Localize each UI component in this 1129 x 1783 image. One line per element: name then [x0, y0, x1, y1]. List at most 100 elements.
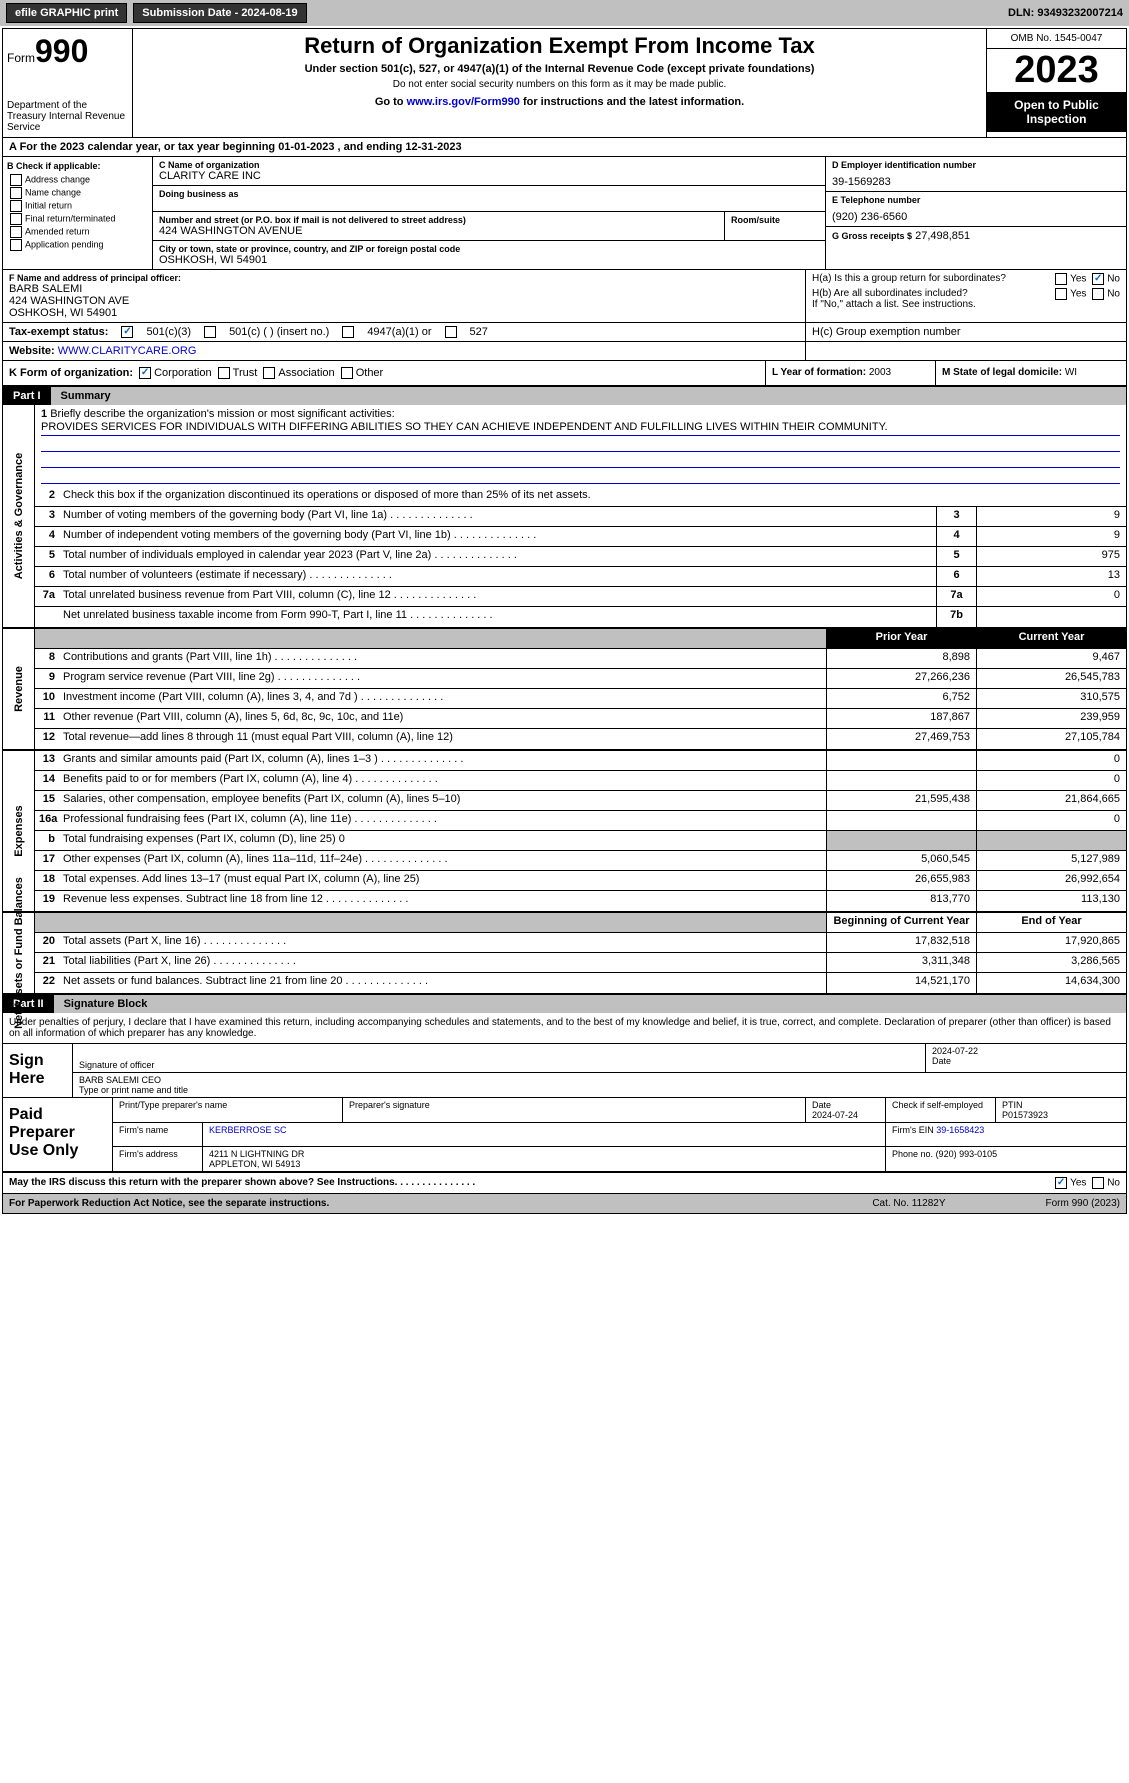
form-ref: Form 990 (2023) [1046, 1198, 1120, 1209]
suite-label: Room/suite [731, 215, 819, 225]
mission-text: PROVIDES SERVICES FOR INDIVIDUALS WITH D… [41, 420, 1120, 436]
501c3-checkbox[interactable] [121, 326, 133, 338]
assoc-checkbox[interactable] [263, 367, 275, 379]
section-j: Website: WWW.CLARITYCARE.ORG [3, 342, 1126, 361]
box-f: F Name and address of principal officer:… [3, 270, 806, 322]
employees: 975 [976, 547, 1126, 566]
officer-name-title: BARB SALEMI CEO [79, 1075, 1120, 1085]
form-word: Form [7, 51, 35, 65]
firm-ein-link[interactable]: 39-1658423 [936, 1125, 984, 1135]
app-pending-checkbox[interactable] [10, 239, 22, 251]
phone: (920) 236-6560 [832, 211, 1120, 223]
section-i: Tax-exempt status: 501(c)(3) 501(c) ( ) … [3, 323, 1126, 342]
box-c: C Name of organization CLARITY CARE INC … [153, 157, 826, 269]
officer-addr2: OSHKOSH, WI 54901 [9, 307, 799, 319]
ptin: P01573923 [1002, 1110, 1048, 1120]
box-h: H(a) Is this a group return for subordin… [806, 270, 1126, 322]
527-checkbox[interactable] [445, 326, 457, 338]
form-990: Form990 Department of the Treasury Inter… [2, 28, 1127, 1214]
form-title: Return of Organization Exempt From Incom… [137, 33, 982, 59]
tax-year-row: A For the 2023 calendar year, or tax yea… [3, 138, 1126, 157]
sign-here-block: Sign Here Signature of officer 2024-07-2… [3, 1043, 1126, 1098]
governance-section: Activities & Governance 1 Briefly descri… [3, 405, 1126, 629]
hb-no-checkbox[interactable] [1092, 288, 1104, 300]
efile-label: efile GRAPHIC print [6, 3, 127, 23]
gov-side-label: Activities & Governance [13, 453, 25, 580]
firm-phone: (920) 993-0105 [936, 1149, 998, 1159]
discuss-row: May the IRS discuss this return with the… [3, 1173, 1126, 1193]
other-checkbox[interactable] [341, 367, 353, 379]
tax-year: 2023 [987, 49, 1126, 92]
gross-label: G Gross receipts $ [832, 231, 912, 241]
rev-side-label: Revenue [13, 666, 25, 712]
submission-date: Submission Date - 2024-08-19 [133, 3, 306, 23]
box-b: B Check if applicable: Address change Na… [3, 157, 153, 269]
section-k-l-m: K Form of organization: Corporation Trus… [3, 361, 1126, 387]
dept-treasury: Department of the Treasury Internal Reve… [7, 100, 128, 133]
year-formation: 2003 [869, 367, 891, 378]
net-side-label: Net Assets or Fund Balances [13, 877, 25, 1029]
discuss-yes-checkbox[interactable] [1055, 1177, 1067, 1189]
addr: 424 WASHINGTON AVENUE [159, 225, 718, 237]
501c-checkbox[interactable] [204, 326, 216, 338]
box-hc: H(c) Group exemption number [806, 323, 1126, 341]
org-name: CLARITY CARE INC [159, 170, 819, 182]
part-ii-header: Part II Signature Block [3, 995, 1126, 1013]
4947-checkbox[interactable] [342, 326, 354, 338]
officer-name: BARB SALEMI [9, 283, 799, 295]
dln: DLN: 93493232007214 [1008, 7, 1123, 19]
state-domicile: WI [1065, 367, 1077, 378]
net-assets-section: Net Assets or Fund Balances Beginning of… [3, 913, 1126, 995]
omb-number: OMB No. 1545-0047 [987, 29, 1126, 49]
firm-city: APPLETON, WI 54913 [209, 1159, 879, 1169]
amended-return-checkbox[interactable] [10, 226, 22, 238]
signature-declaration: Under penalties of perjury, I declare th… [3, 1013, 1126, 1043]
form-number: 990 [35, 33, 88, 69]
revenue-section: Revenue Prior YearCurrent Year 8Contribu… [3, 629, 1126, 751]
ha-yes-checkbox[interactable] [1055, 273, 1067, 285]
form-subtitle: Under section 501(c), 527, or 4947(a)(1)… [137, 63, 982, 75]
final-return-checkbox[interactable] [10, 213, 22, 225]
sign-date: 2024-07-22 [932, 1046, 1120, 1056]
initial-return-checkbox[interactable] [10, 200, 22, 212]
paid-preparer-block: Paid Preparer Use Only Print/Type prepar… [3, 1098, 1126, 1173]
city-label: City or town, state or province, country… [159, 244, 819, 254]
form-header: Form990 Department of the Treasury Inter… [3, 29, 1126, 138]
topbar: efile GRAPHIC print Submission Date - 20… [0, 0, 1129, 26]
name-change-checkbox[interactable] [10, 187, 22, 199]
net-unrelated [976, 607, 1126, 627]
unrelated-rev: 0 [976, 587, 1126, 606]
phone-label: E Telephone number [832, 195, 1120, 205]
firm-name-link[interactable]: KERBERROSE SC [209, 1125, 287, 1135]
org-name-label: C Name of organization [159, 160, 819, 170]
website-link[interactable]: WWW.CLARITYCARE.ORG [58, 345, 197, 357]
exp-side-label: Expenses [13, 805, 25, 856]
box-d-e-g: D Employer identification number 39-1569… [826, 157, 1126, 269]
ein: 39-1569283 [832, 176, 1120, 188]
volunteers: 13 [976, 567, 1126, 586]
firm-addr: 4211 N LIGHTNING DR [209, 1149, 879, 1159]
website-label: Website: [9, 345, 55, 357]
gross-receipts: 27,498,851 [915, 230, 970, 242]
voting-members: 9 [976, 507, 1126, 526]
tax-exempt-label: Tax-exempt status: [9, 326, 108, 338]
box-b-header: B Check if applicable: [7, 161, 148, 171]
indep-members: 9 [976, 527, 1126, 546]
hb-yes-checkbox[interactable] [1055, 288, 1067, 300]
corp-checkbox[interactable] [139, 367, 151, 379]
cat-no: Cat. No. 11282Y [872, 1198, 945, 1209]
ha-no-checkbox[interactable] [1092, 273, 1104, 285]
trust-checkbox[interactable] [218, 367, 230, 379]
instructions-link-row: Go to www.irs.gov/Form990 for instructio… [137, 96, 982, 108]
dba-label: Doing business as [159, 189, 819, 199]
city: OSHKOSH, WI 54901 [159, 254, 819, 266]
ein-label: D Employer identification number [832, 160, 1120, 170]
irs-link[interactable]: www.irs.gov/Form990 [407, 96, 520, 108]
section-b-through-g: B Check if applicable: Address change Na… [3, 157, 1126, 270]
addr-change-checkbox[interactable] [10, 174, 22, 186]
ssn-notice: Do not enter social security numbers on … [137, 79, 982, 90]
prep-date: 2024-07-24 [812, 1110, 858, 1120]
section-f-h: F Name and address of principal officer:… [3, 270, 1126, 323]
discuss-no-checkbox[interactable] [1092, 1177, 1104, 1189]
officer-addr1: 424 WASHINGTON AVE [9, 295, 799, 307]
